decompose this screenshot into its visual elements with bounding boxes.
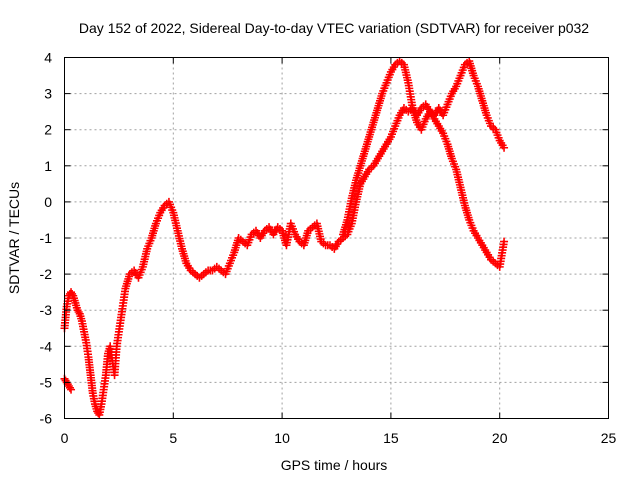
x-tick-labels: 0 5 10 15 20 25: [61, 430, 617, 446]
x-tick-label: 10: [274, 430, 290, 446]
x-axis-label: GPS time / hours: [281, 457, 388, 473]
x-tick-label: 25: [601, 430, 617, 446]
y-tick-label: -2: [40, 266, 53, 282]
y-axis-label: SDTVAR / TECUs: [6, 182, 22, 294]
axis-ticks: [64, 57, 609, 419]
data-point-marker: [74, 308, 83, 317]
data-series: [60, 57, 509, 419]
data-point-marker: [500, 237, 509, 246]
y-tick-label: -1: [40, 230, 53, 246]
x-tick-label: 5: [169, 430, 177, 446]
y-tick-label: 0: [44, 194, 52, 210]
data-point-marker: [67, 385, 76, 394]
y-tick-label: 4: [44, 50, 52, 66]
y-tick-label: 1: [44, 158, 52, 174]
y-tick-label: -3: [40, 302, 53, 318]
data-point-marker: [68, 289, 77, 298]
chart-title: Day 152 of 2022, Sidereal Day-to-day VTE…: [79, 20, 589, 36]
y-tick-label: -5: [40, 374, 53, 390]
y-tick-label: -6: [40, 411, 53, 427]
y-tick-labels: -6 -5 -4 -3 -2 -1 0 1 2 3 4: [40, 50, 53, 427]
x-tick-label: 0: [61, 430, 69, 446]
x-tick-label: 15: [383, 430, 399, 446]
grid-lines: [64, 57, 609, 419]
series-1: [60, 57, 509, 394]
y-tick-label: 2: [44, 122, 52, 138]
x-tick-label: 20: [492, 430, 508, 446]
y-tick-label: -4: [40, 338, 53, 354]
data-point-marker: [65, 383, 74, 392]
data-point-marker: [500, 143, 509, 152]
series-0: [60, 57, 509, 419]
y-tick-label: 3: [44, 86, 52, 102]
